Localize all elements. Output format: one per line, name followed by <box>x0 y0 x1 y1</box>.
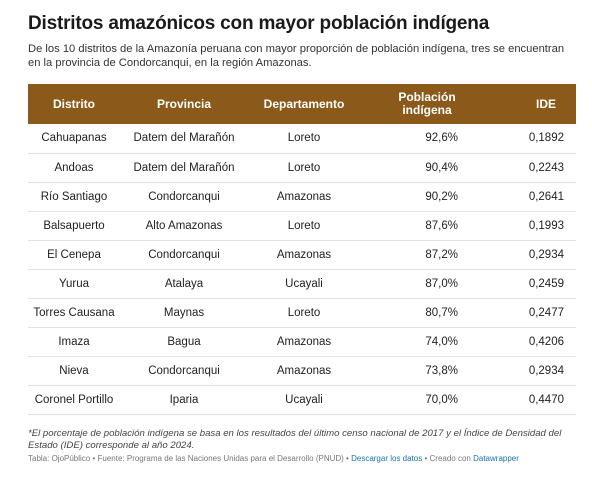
footer: Tabla: OjoPúblico • Fuente: Programa de … <box>28 454 576 464</box>
table-row: Cahuapanas Datem del Marañón Loreto 92,6% 0,… <box>28 124 576 154</box>
cell-distrito: Cahuapanas <box>28 124 120 154</box>
cell-poblacion-indigena: 87,2% <box>360 240 470 270</box>
download-data-link[interactable]: Descargar los datos <box>351 454 423 463</box>
cell-ide: 0,2641 <box>470 182 576 212</box>
cell-ide: 0,4206 <box>470 327 576 357</box>
cell-departamento: Amazonas <box>248 356 360 386</box>
cell-distrito: Balsapuerto <box>28 211 120 241</box>
cell-poblacion-indigena: 74,0% <box>360 327 470 357</box>
cell-poblacion-indigena: 90,2% <box>360 182 470 212</box>
cell-departamento: Amazonas <box>248 327 360 357</box>
cell-poblacion-indigena: 73,8% <box>360 356 470 386</box>
cell-departamento: Amazonas <box>248 240 360 270</box>
table-header-row: Distrito Provincia Departamento Població… <box>28 84 576 124</box>
cell-distrito: Yurua <box>28 269 120 299</box>
cell-ide: 0,1993 <box>470 211 576 241</box>
table-row: Coronel Portillo Iparia Ucayali 70,0% 0,4470 <box>28 385 576 415</box>
table-row: Imaza Bagua Amazonas 74,0% 0,4206 <box>28 327 576 357</box>
cell-distrito: El Cenepa <box>28 240 120 270</box>
cell-departamento: Loreto <box>248 124 360 154</box>
cell-departamento: Loreto <box>248 298 360 328</box>
column-header-provincia[interactable]: Provincia <box>156 96 212 111</box>
cell-provincia: Condorcanqui <box>120 182 248 212</box>
column-header-ide-label: IDE <box>535 96 556 111</box>
page-title: Distritos amazónicos con mayor población… <box>28 13 490 34</box>
cell-ide: 0,2477 <box>470 298 576 328</box>
column-header-poblacion-indigena-label: Población indígena <box>398 90 456 117</box>
cell-ide: 0,2934 <box>470 240 576 270</box>
column-header-distrito[interactable]: Distrito <box>53 96 95 111</box>
page-subtitle: De los 10 distritos de la Amazonía perua… <box>28 43 565 69</box>
table-row: Torres Causana Maynas Loreto 80,7% 0,2477 <box>28 298 576 328</box>
cell-distrito: Nieva <box>28 356 120 386</box>
cell-provincia: Iparia <box>120 385 248 415</box>
cell-ide: 0,2934 <box>470 356 576 386</box>
table-row: Nieva Condorcanqui Amazonas 73,8% 0,2934 <box>28 356 576 386</box>
cell-ide: 0,2459 <box>470 269 576 299</box>
cell-provincia: Alto Amazonas <box>120 211 248 241</box>
datawrapper-link[interactable]: Datawrapper <box>473 454 519 463</box>
cell-provincia: Condorcanqui <box>120 356 248 386</box>
cell-distrito: Imaza <box>28 327 120 357</box>
table-row: Balsapuerto Alto Amazonas Loreto 87,6% 0,199… <box>28 211 576 241</box>
cell-provincia: Condorcanqui <box>120 240 248 270</box>
cell-departamento: Loreto <box>248 153 360 183</box>
column-header-ide[interactable]: IDE <box>470 84 576 124</box>
column-header-poblacion-indigena[interactable]: Población indígena <box>360 84 470 124</box>
cell-poblacion-indigena: 87,0% <box>360 269 470 299</box>
table-row: El Cenepa Condorcanqui Amazonas 87,2% 0,2934 <box>28 240 576 270</box>
table-card: Distritos amazónicos con mayor población… <box>28 12 576 415</box>
cell-distrito: Torres Causana <box>28 298 120 328</box>
cell-poblacion-indigena: 92,6% <box>360 124 470 154</box>
cell-distrito: Coronel Portillo <box>28 385 120 415</box>
cell-ide: 0,2243 <box>470 153 576 183</box>
cell-departamento: Amazonas <box>248 182 360 212</box>
table-row: Andoas Datem del Marañón Loreto 90,4% 0,2243 <box>28 153 576 183</box>
footnote: *El porcentaje de población indígena se … <box>28 428 562 451</box>
footer-source: Tabla: OjoPúblico • Fuente: Programa de … <box>28 454 349 463</box>
cell-provincia: Datem del Marañón <box>120 124 248 154</box>
data-table: Distrito Provincia Departamento Població… <box>28 84 576 415</box>
cell-poblacion-indigena: 87,6% <box>360 211 470 241</box>
table-row: Yurua Atalaya Ucayali 87,0% 0,2459 <box>28 269 576 299</box>
cell-departamento: Ucayali <box>248 385 360 415</box>
cell-poblacion-indigena: 90,4% <box>360 153 470 183</box>
cell-provincia: Bagua <box>120 327 248 357</box>
cell-poblacion-indigena: 70,0% <box>360 385 470 415</box>
cell-distrito: Río Santiago <box>28 182 120 212</box>
cell-provincia: Maynas <box>120 298 248 328</box>
cell-poblacion-indigena: 80,7% <box>360 298 470 328</box>
cell-ide: 0,1892 <box>470 124 576 154</box>
cell-ide: 0,4470 <box>470 385 576 415</box>
footer-created-prefix: • Creado con <box>424 454 471 463</box>
cell-departamento: Loreto <box>248 211 360 241</box>
cell-distrito: Andoas <box>28 153 120 183</box>
cell-departamento: Ucayali <box>248 269 360 299</box>
cell-provincia: Atalaya <box>120 269 248 299</box>
cell-provincia: Datem del Marañón <box>120 153 248 183</box>
table-row: Río Santiago Condorcanqui Amazonas 90,2% 0,2… <box>28 182 576 212</box>
column-header-departamento[interactable]: Departamento <box>263 96 345 111</box>
